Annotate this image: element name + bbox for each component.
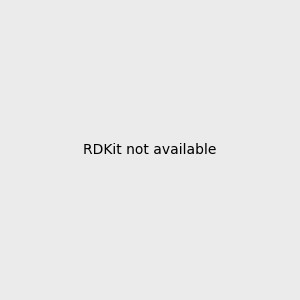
- Text: RDKit not available: RDKit not available: [83, 143, 217, 157]
